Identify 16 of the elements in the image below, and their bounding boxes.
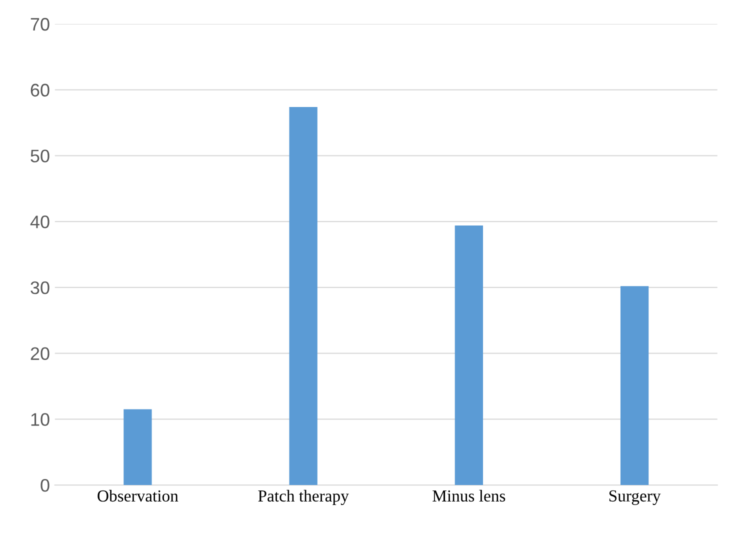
y-tick-label: 20: [30, 347, 50, 360]
bar: [289, 106, 318, 486]
bar: [620, 286, 649, 486]
x-tick-label: Observation: [98, 490, 178, 502]
x-tick-label: Surgery: [609, 490, 661, 506]
x-tick-label: Minus lens: [432, 490, 506, 502]
y-tick-label: 70: [30, 18, 50, 31]
y-tick-label: 40: [30, 216, 50, 228]
y-tick-label: 50: [30, 150, 50, 162]
y-tick-label: 10: [31, 413, 50, 426]
bar: [124, 409, 152, 486]
x-tick-label: Patch therapy: [258, 490, 349, 506]
y-tick-label: 60: [30, 84, 50, 97]
y-tick-label: 0: [40, 478, 50, 492]
bar: [454, 226, 484, 486]
y-tick-label: 30: [30, 281, 50, 294]
